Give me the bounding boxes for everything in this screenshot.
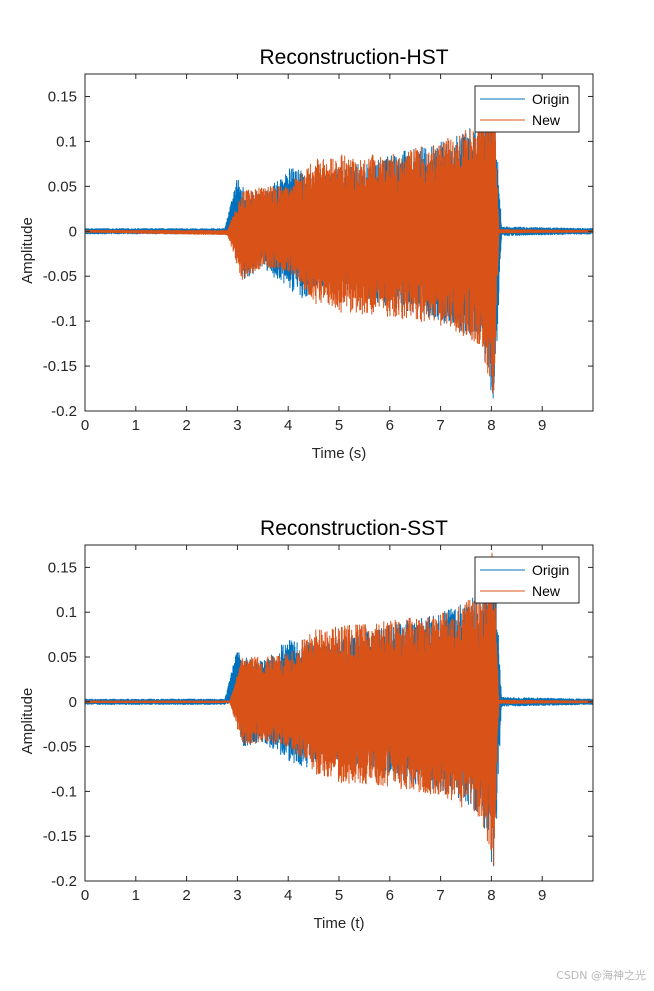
y-tick-label: -0.1	[51, 313, 77, 330]
legend-label-new: New	[532, 583, 561, 599]
y-axis-label: Amplitude	[19, 217, 36, 284]
chart-title: Reconstruction-SST	[260, 517, 448, 540]
y-tick-label: -0.15	[43, 828, 77, 845]
x-tick-label: 0	[81, 417, 89, 434]
x-tick-label: 3	[233, 887, 241, 904]
x-tick-label: 5	[335, 417, 343, 434]
x-tick-label: 4	[284, 887, 292, 904]
y-tick-label: 0	[69, 223, 77, 240]
series-line-new	[85, 552, 593, 866]
legend: Origin New	[474, 556, 580, 604]
watermark-text: CSDN @海神之光	[556, 969, 646, 982]
legend-box	[474, 556, 580, 604]
y-axis-label: Amplitude	[19, 688, 36, 755]
y-tick-label: 0.05	[48, 178, 77, 195]
y-tick-label: 0.15	[48, 88, 77, 105]
series-layer	[85, 552, 593, 867]
x-tick-label: 2	[182, 417, 190, 434]
x-tick-label: 3	[233, 417, 241, 434]
chart-panel-2: 0 1 2 3 4 5 6 7 8 9 0.15 0.1 0.05 0 -0.05 -0.1 -0.15 -0.2…	[19, 517, 594, 932]
legend-label-origin: Origin	[532, 562, 569, 578]
x-tick-label: 1	[132, 887, 140, 904]
x-tick-label: 4	[284, 417, 292, 434]
y-tick-label: 0.1	[56, 133, 77, 150]
x-tick-label: 8	[487, 887, 495, 904]
y-tick-label: -0.1	[51, 783, 77, 800]
x-tick-label: 9	[538, 417, 546, 434]
x-axis-label: Time (s)	[312, 445, 366, 462]
x-tick-label: 1	[132, 417, 140, 434]
y-tick-label: 0	[69, 694, 77, 711]
x-tick-label: 2	[182, 887, 190, 904]
legend-label-origin: Origin	[532, 91, 569, 107]
chart-panel-1: 0 1 2 3 4 5 6 7 8 9 0.15 0.1 0.05 0 -0.05 -0.1 -0.15 -0.2…	[19, 46, 594, 462]
legend-box	[474, 85, 580, 133]
y-tick-label: -0.05	[43, 739, 77, 756]
series-line-new	[85, 92, 593, 394]
y-tick-label: -0.15	[43, 358, 77, 375]
legend-label-new: New	[532, 112, 561, 128]
legend: Origin New	[474, 85, 580, 133]
x-tick-label: 8	[487, 417, 495, 434]
y-tick-label: 0.1	[56, 604, 77, 621]
chart-title: Reconstruction-HST	[259, 46, 448, 69]
x-tick-label: 7	[436, 887, 444, 904]
y-tick-label: 0.05	[48, 649, 77, 666]
y-tick-label: -0.2	[51, 403, 77, 420]
x-tick-label: 0	[81, 887, 89, 904]
y-tick-label: -0.2	[51, 873, 77, 890]
series-layer	[85, 87, 593, 399]
y-tick-label: 0.15	[48, 559, 77, 576]
x-axis-label: Time (t)	[313, 915, 364, 932]
x-tick-label: 6	[386, 887, 394, 904]
x-tick-label: 7	[436, 417, 444, 434]
x-tick-label: 6	[386, 417, 394, 434]
x-tick-label: 9	[538, 887, 546, 904]
x-tick-label: 5	[335, 887, 343, 904]
y-tick-label: -0.05	[43, 268, 77, 285]
